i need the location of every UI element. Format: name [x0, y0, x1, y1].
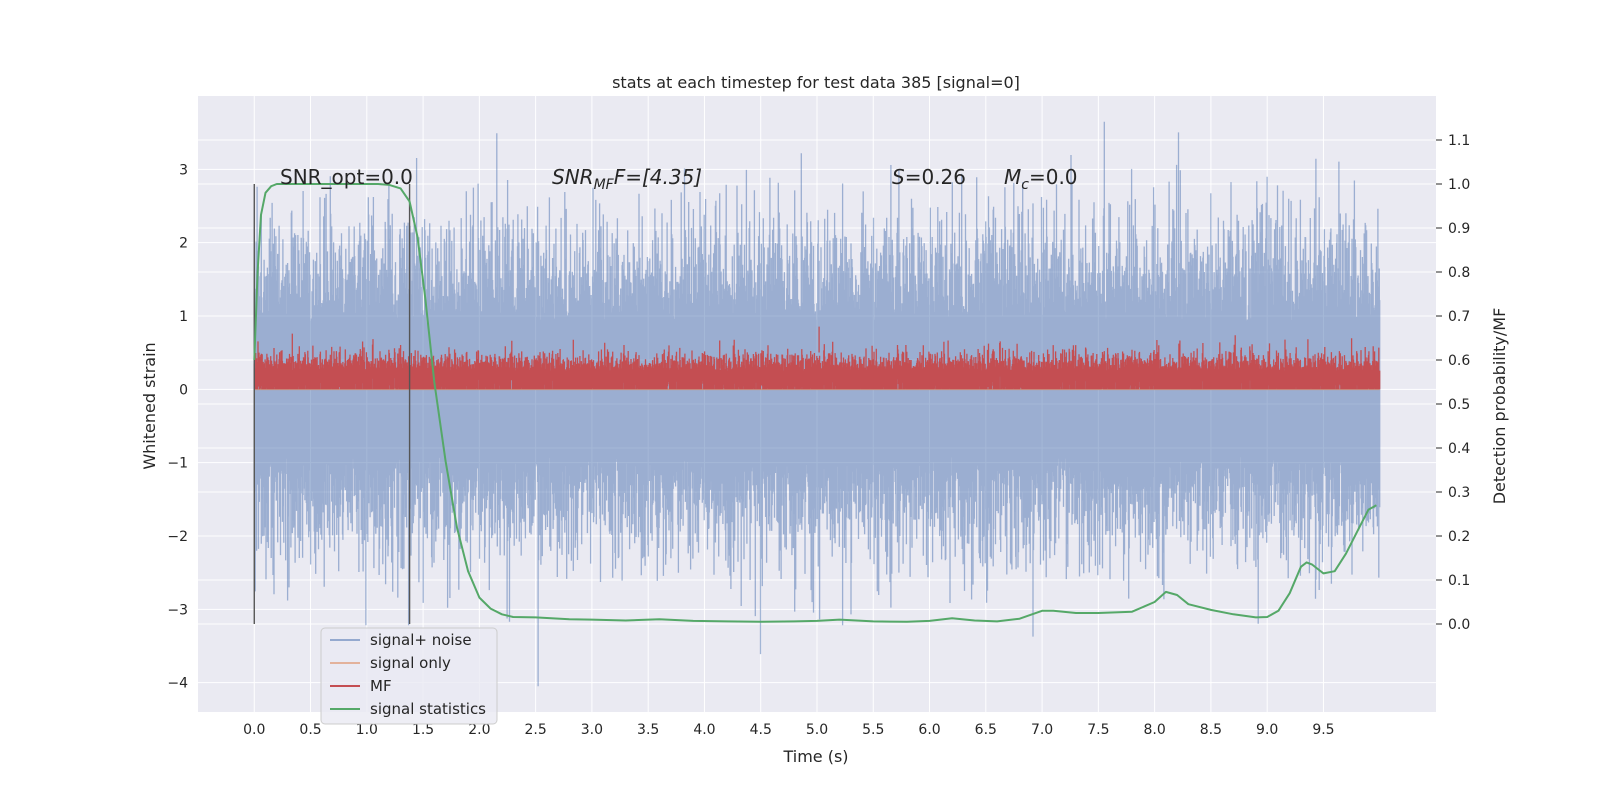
y-left-axis-label: Whitened strain: [140, 342, 159, 469]
y-left-tick-label: −2: [167, 529, 188, 545]
y-right-tick-label: 0.4: [1448, 441, 1470, 457]
annotation-snr-mf: SNRMFF=[4.35]: [552, 165, 702, 193]
y-right-tick-label: 0.1: [1448, 573, 1470, 589]
y-left-tick-label: 2: [179, 236, 188, 252]
y-left-tick-label: 1: [179, 309, 188, 325]
legend-label-signal-noise: signal+ noise: [370, 631, 472, 649]
y-right-tick-label: 1.1: [1448, 133, 1470, 149]
x-tick-label: 5.5: [862, 722, 884, 738]
y-right-tick-label: 0.7: [1448, 309, 1470, 325]
x-tick-label: 5.0: [806, 722, 828, 738]
x-tick-label: 3.5: [637, 722, 659, 738]
vertical-markers: [253, 184, 411, 624]
legend-label-signal-statistics: signal statistics: [370, 700, 486, 718]
x-tick-label: 9.5: [1312, 722, 1334, 738]
legend-box: [320, 627, 498, 725]
y-left-tick-label: −1: [167, 456, 188, 472]
y-left-tick-label: −3: [167, 602, 188, 618]
y-right-tick-labels: 1.1 1.0 0.9 0.8 0.7 0.6 0.5 0.4 0.3 0.2 0.1 0.0: [1436, 133, 1470, 633]
x-tick-label: 8.0: [1144, 722, 1166, 738]
x-tick-label: 9.0: [1256, 722, 1278, 738]
x-tick-label: 7.0: [1031, 722, 1053, 738]
y-left-tick-label: −4: [167, 676, 188, 692]
x-tick-label: 7.5: [1087, 722, 1109, 738]
x-tick-labels: 0.0 0.5 1.0 1.5 2.0 2.5 3.0 3.5 4.0 4.5 5.0 5.5 6.0 6…: [243, 722, 1334, 738]
x-tick-label: 2.0: [468, 722, 490, 738]
signal-statistics-series: [253, 183, 1377, 623]
chart-title: stats at each timestep for test data 385…: [612, 73, 1020, 92]
legend: signal+ noise signal only MF signal stat…: [320, 627, 498, 725]
x-tick-label: 4.0: [693, 722, 715, 738]
x-tick-label: 6.5: [975, 722, 997, 738]
x-tick-label: 2.5: [525, 722, 547, 738]
y-right-tick-label: 1.0: [1448, 177, 1470, 193]
x-tick-label: 8.5: [1200, 722, 1222, 738]
annotation-mc: Mc=0.0: [1004, 165, 1078, 193]
x-tick-label: 0.5: [299, 722, 321, 738]
y-right-tick-label: 0.2: [1448, 529, 1470, 545]
annotation-snr-opt: SNR_opt=0.0: [280, 165, 413, 189]
legend-label-mf: MF: [370, 677, 392, 695]
y-right-tick-label: 0.6: [1448, 353, 1470, 369]
legend-label-signal-only: signal only: [370, 654, 451, 672]
signal-statistics-trace: [253, 183, 1377, 623]
x-tick-label: 1.5: [412, 722, 434, 738]
y-left-tick-label: 0: [179, 382, 188, 398]
y-right-tick-label: 0.3: [1448, 485, 1470, 501]
x-tick-label: 4.5: [750, 722, 772, 738]
y-left-tick-label: 3: [179, 162, 188, 178]
annotation-s: S=0.26: [892, 165, 966, 189]
y-right-tick-label: 0.0: [1448, 617, 1470, 633]
x-tick-label: 0.0: [243, 722, 265, 738]
x-tick-label: 6.0: [918, 722, 940, 738]
y-right-tick-label: 0.5: [1448, 397, 1470, 413]
y-right-tick-label: 0.9: [1448, 221, 1470, 237]
y-right-axis-label: Detection probability/MF: [1490, 308, 1509, 505]
x-tick-label: 3.0: [581, 722, 603, 738]
y-left-tick-labels: 3 2 1 0 −1 −2 −3 −4: [167, 162, 188, 691]
y-right-tick-label: 0.8: [1448, 265, 1470, 281]
x-axis-label: Time (s): [782, 747, 848, 766]
x-tick-label: 1.0: [356, 722, 378, 738]
